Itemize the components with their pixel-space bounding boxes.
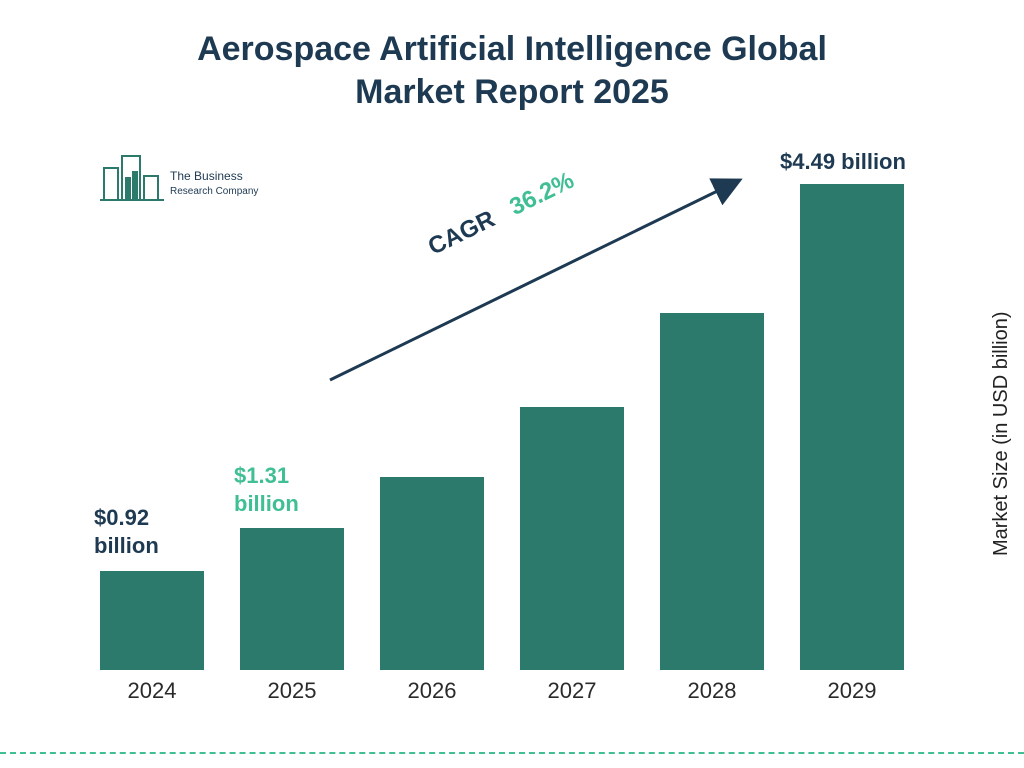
bar-2028 [660, 313, 764, 670]
bar-2026 [380, 477, 484, 670]
bar-2027 [520, 407, 624, 670]
bar-2025 [240, 528, 344, 670]
value-label-2024: $0.92billion [94, 504, 159, 559]
xlabel-2026: 2026 [380, 678, 484, 704]
chart-title: Aerospace Artificial Intelligence Global… [0, 28, 1024, 113]
xlabel-2025: 2025 [240, 678, 344, 704]
x-axis-labels: 2024 2025 2026 2027 2028 2029 [90, 678, 930, 708]
bar-2024 [100, 571, 204, 671]
bar-2029 [800, 184, 904, 670]
value-label-2029: $4.49 billion [780, 148, 906, 176]
value-label-2025: $1.31billion [234, 462, 299, 517]
title-line-1: Aerospace Artificial Intelligence Global [197, 30, 827, 68]
xlabel-2029: 2029 [800, 678, 904, 704]
footer-divider [0, 752, 1024, 754]
title-line-2: Market Report 2025 [355, 73, 669, 111]
xlabel-2027: 2027 [520, 678, 624, 704]
xlabel-2024: 2024 [100, 678, 204, 704]
xlabel-2028: 2028 [660, 678, 764, 704]
y-axis-label: Market Size (in USD billion) [991, 312, 1014, 557]
